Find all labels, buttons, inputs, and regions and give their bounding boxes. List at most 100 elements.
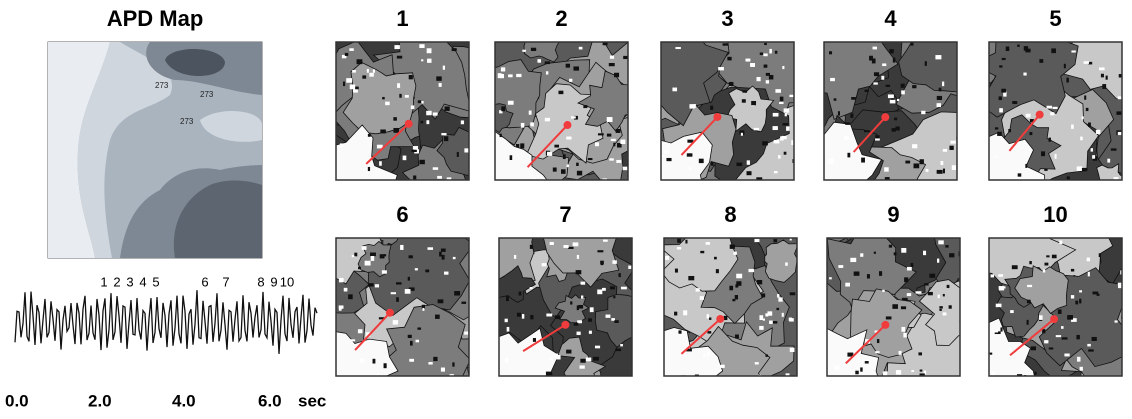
speck: [577, 305, 579, 310]
speck: [901, 84, 905, 88]
map-content: [950, 188, 1132, 414]
speck: [577, 255, 579, 259]
panel-label: 2: [555, 6, 567, 31]
speck: [1084, 61, 1089, 64]
speck: [545, 61, 550, 64]
speck: [830, 78, 835, 81]
speck: [393, 117, 397, 120]
speck: [949, 305, 952, 308]
speck: [735, 295, 738, 299]
speck: [1051, 48, 1056, 53]
speck: [696, 288, 700, 291]
speck: [350, 84, 355, 89]
speck: [578, 305, 583, 309]
speck: [577, 171, 582, 176]
speck: [1080, 137, 1083, 141]
speck: [343, 82, 345, 87]
speck: [531, 48, 536, 51]
panel-label: 6: [396, 202, 408, 227]
speck: [766, 80, 769, 83]
speck: [1052, 255, 1057, 259]
speck: [1118, 132, 1122, 135]
speck: [537, 59, 541, 62]
speck: [763, 53, 767, 56]
map-content: [798, 193, 1012, 414]
speck: [775, 51, 777, 54]
activation-map: [950, 188, 1132, 414]
speck: [508, 74, 513, 77]
speck: [362, 246, 367, 250]
speck: [373, 359, 376, 364]
speck: [445, 106, 450, 110]
speck: [385, 102, 390, 106]
speck: [916, 291, 922, 293]
speck: [545, 118, 550, 121]
speck: [1079, 299, 1081, 304]
speck: [577, 332, 581, 335]
panel-label: 10: [1043, 202, 1067, 227]
speck: [354, 253, 357, 257]
speck: [949, 253, 954, 257]
speck: [522, 50, 526, 52]
time-unit: sec: [298, 391, 326, 410]
speck: [912, 85, 916, 88]
speck: [439, 83, 442, 87]
speck: [860, 367, 862, 371]
speck: [370, 253, 376, 257]
speck: [1092, 337, 1097, 341]
speck: [778, 155, 781, 158]
speck: [828, 161, 833, 164]
speck: [421, 101, 423, 104]
speck: [382, 97, 385, 99]
speck: [727, 57, 731, 61]
speck: [595, 346, 600, 349]
speck: [380, 254, 385, 258]
speck: [784, 108, 789, 112]
speck: [764, 65, 768, 68]
speck: [729, 82, 734, 86]
figure: APD Map 273 273 273 12345678910123456789…: [0, 0, 1132, 414]
speck: [556, 355, 560, 360]
speck: [732, 299, 735, 301]
speck: [901, 327, 905, 332]
speck: [938, 240, 943, 244]
arrow-head: [881, 113, 889, 121]
panel-label: 5: [1049, 6, 1061, 31]
speck: [1076, 335, 1079, 339]
speck: [918, 352, 922, 355]
speck: [991, 274, 994, 277]
speck: [683, 310, 687, 315]
speck: [699, 159, 704, 163]
panel-label: 3: [721, 6, 733, 31]
speck: [835, 366, 840, 370]
speck: [694, 104, 696, 108]
speck: [938, 295, 940, 298]
speck: [875, 135, 879, 138]
speck: [733, 252, 737, 255]
speck: [782, 66, 784, 69]
trace-marker: 10: [280, 274, 294, 289]
speck: [777, 294, 779, 298]
speck: [1050, 112, 1054, 115]
speck: [675, 269, 678, 273]
speck: [1047, 106, 1052, 109]
speck: [441, 133, 446, 135]
speck: [760, 52, 763, 55]
speck: [416, 340, 419, 343]
speck: [943, 149, 947, 152]
speck: [454, 291, 460, 295]
speck: [613, 296, 615, 298]
speck: [519, 292, 522, 296]
speck: [1111, 148, 1117, 150]
speck: [897, 99, 899, 101]
speck: [865, 90, 869, 92]
speck: [904, 277, 908, 282]
speck: [907, 267, 912, 271]
speck: [665, 256, 669, 260]
speck: [939, 88, 942, 92]
speck: [1031, 346, 1036, 350]
speck: [588, 158, 593, 160]
speck: [507, 327, 510, 332]
speck: [851, 97, 856, 100]
speck: [517, 313, 521, 317]
